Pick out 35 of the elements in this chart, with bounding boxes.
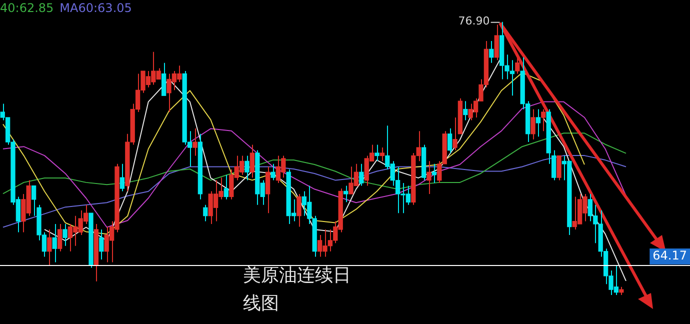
text: 64.17 bbox=[652, 248, 687, 263]
candlestick bbox=[120, 163, 125, 192]
candlestick bbox=[270, 163, 276, 181]
candlestick bbox=[556, 155, 562, 181]
candlestick bbox=[463, 100, 468, 121]
candlestick bbox=[494, 24, 499, 61]
candlestick bbox=[530, 108, 536, 140]
candlestick bbox=[452, 116, 458, 151]
text: 40:62.85 bbox=[0, 1, 54, 15]
text: MA60:63.05 bbox=[60, 1, 132, 15]
candlestick bbox=[203, 204, 208, 222]
candlestick bbox=[359, 163, 364, 186]
candlestick bbox=[489, 40, 494, 64]
candlestick bbox=[265, 166, 270, 214]
candlestick bbox=[426, 160, 432, 194]
annotation: 76.90 bbox=[458, 14, 490, 28]
text: 美原油连续日线图 bbox=[243, 264, 352, 316]
candlestick bbox=[536, 108, 541, 138]
candlestick bbox=[62, 224, 68, 246]
candlestick bbox=[244, 155, 250, 181]
candlestick bbox=[192, 128, 198, 156]
candlestick bbox=[541, 108, 546, 132]
candlestick bbox=[57, 224, 62, 252]
candlestick bbox=[374, 144, 380, 162]
candlestick bbox=[99, 228, 104, 260]
candlestick bbox=[343, 185, 348, 203]
candlestick bbox=[515, 56, 520, 74]
candlestick bbox=[224, 174, 229, 200]
candlestick bbox=[380, 147, 385, 162]
candlestick bbox=[447, 128, 452, 154]
candlestick bbox=[161, 62, 166, 96]
candlestick bbox=[296, 193, 302, 228]
candlestick bbox=[250, 144, 255, 178]
candlestick bbox=[47, 228, 52, 266]
candlestick bbox=[52, 224, 57, 263]
